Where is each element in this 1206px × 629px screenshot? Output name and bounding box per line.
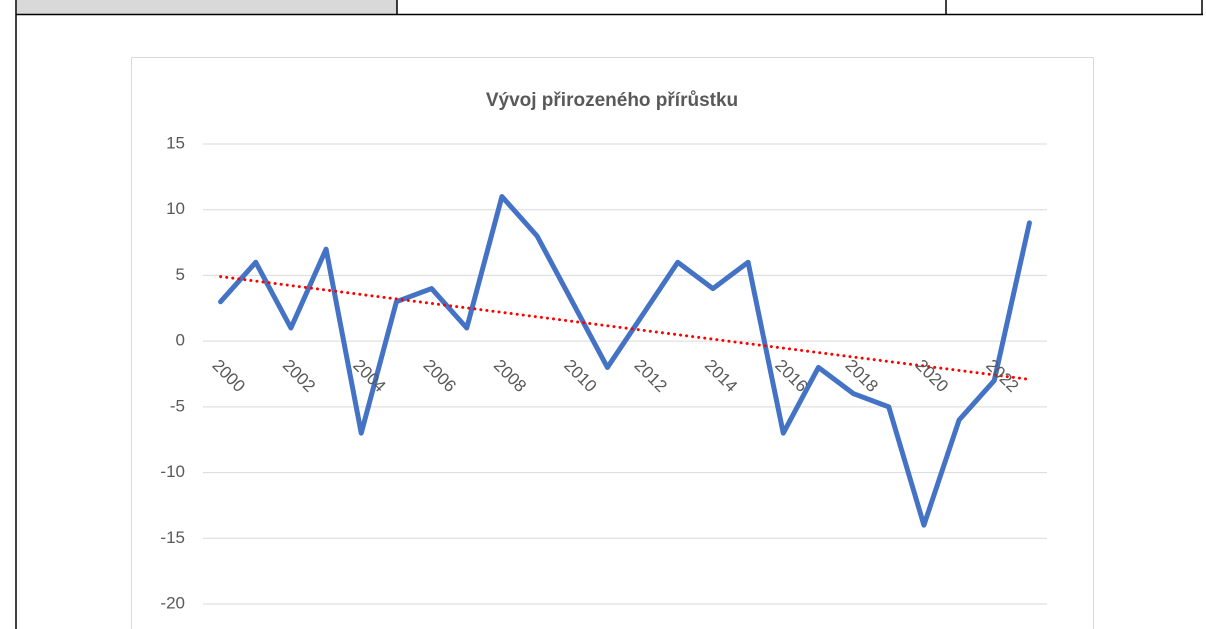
y-tick-label: -15 (160, 528, 185, 547)
table-cell-shaded (17, 0, 397, 14)
y-tick-label: -5 (170, 396, 185, 415)
trendline (219, 275, 1031, 381)
y-tick-label: 5 (176, 265, 185, 284)
y-tick-label: -20 (160, 593, 185, 612)
y-tick-label: 10 (166, 199, 185, 218)
chart-title: Vývoj přirozeného přírůstku (486, 90, 738, 111)
y-tick-label: 0 (176, 331, 185, 350)
chart-area (131, 57, 1094, 629)
data-line (218, 194, 1032, 528)
y-tick-label: 15 (166, 133, 185, 152)
y-tick-label: -10 (160, 462, 185, 481)
